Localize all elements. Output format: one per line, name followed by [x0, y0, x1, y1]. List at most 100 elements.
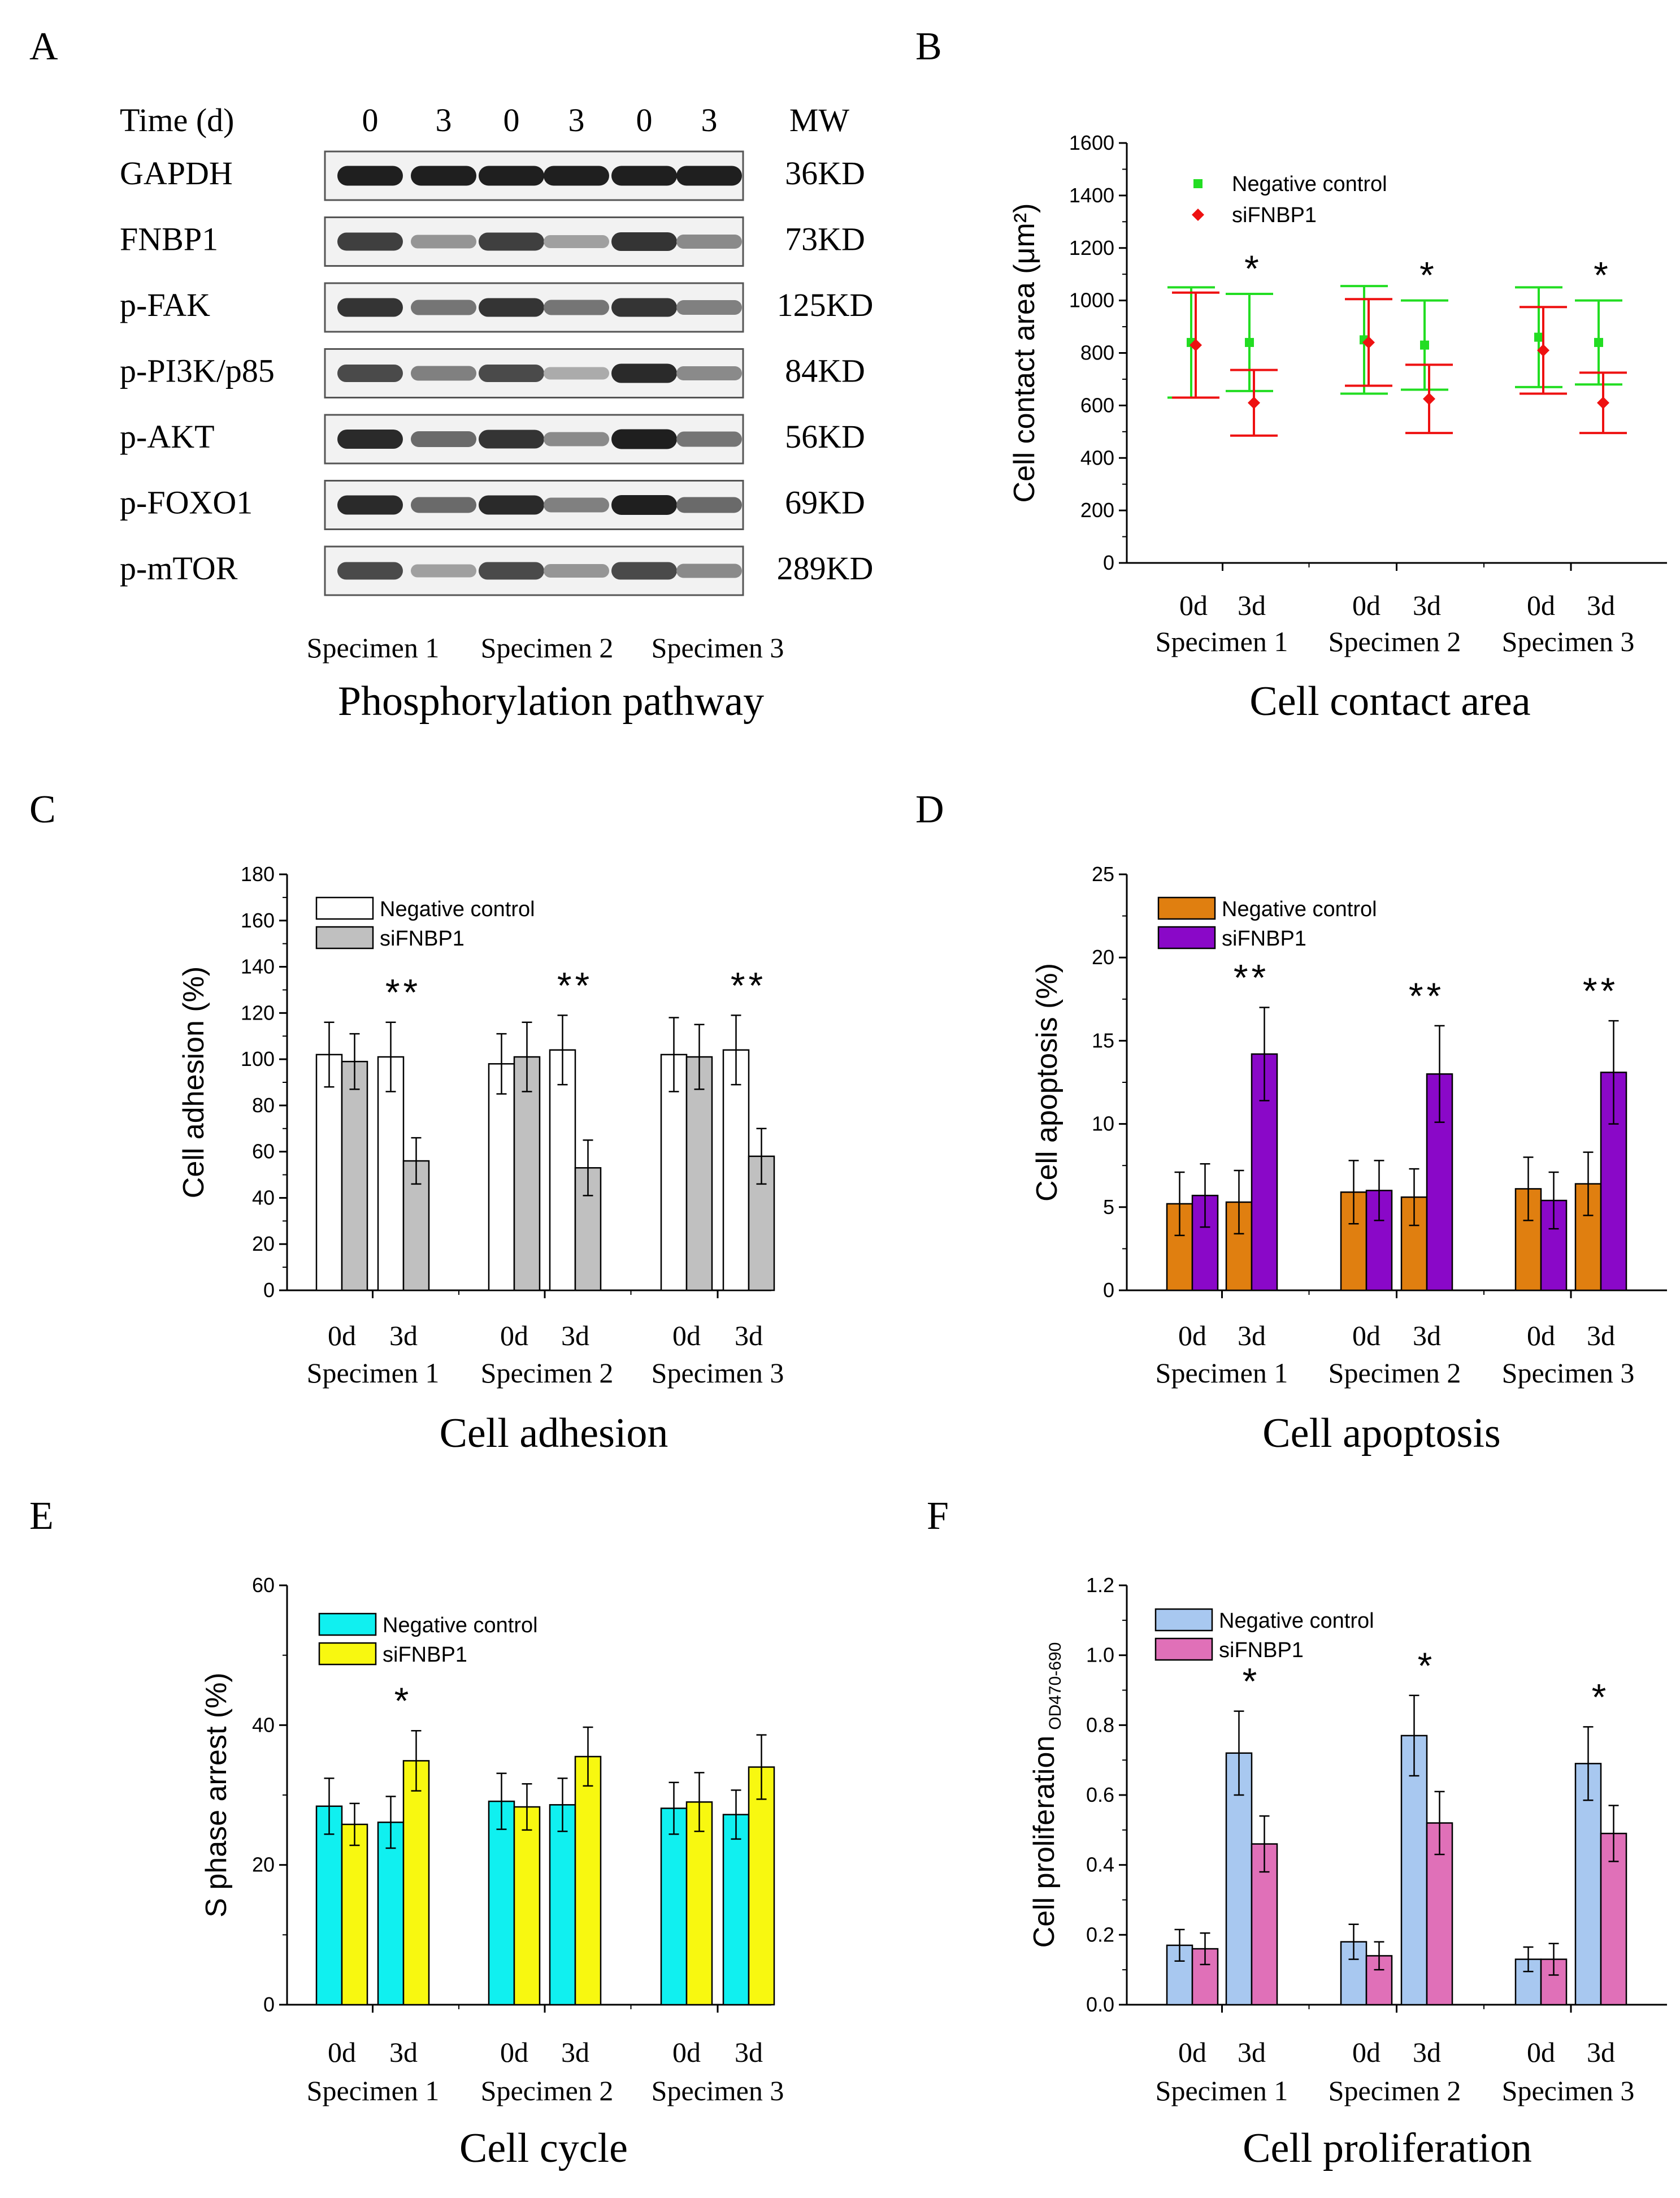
x-category-label: 3d [1238, 1320, 1266, 1351]
x-group-label: Specimen 1 [1156, 2075, 1288, 2106]
y-tick-label: 20 [252, 1232, 275, 1255]
y-tick-label: 20 [252, 1853, 275, 1876]
x-group-label: Specimen 3 [1502, 626, 1635, 657]
x-group-label: Specimen 3 [1502, 1357, 1635, 1389]
blot-band [479, 495, 544, 515]
y-tick-label: 0.2 [1086, 1923, 1114, 1946]
x-category-label: 3d [1587, 2036, 1615, 2068]
mw-value: 56KD [785, 418, 865, 455]
data-point [1248, 396, 1260, 409]
significance-marker: * [1594, 254, 1608, 296]
panel-letter-d: D [915, 788, 944, 831]
protein-label: FNBP1 [120, 221, 218, 258]
blot-band [479, 166, 544, 186]
x-group-label: Specimen 2 [481, 1357, 614, 1389]
bar [315, 1054, 343, 1291]
y-tick-label: 0 [1103, 551, 1114, 574]
blot-band [544, 235, 609, 248]
x-category-label: 3d [389, 2036, 418, 2068]
blot-band [411, 497, 476, 513]
x-category-label: 0d [1352, 589, 1381, 621]
legend-marker [1193, 179, 1203, 188]
data-point [1537, 344, 1549, 357]
mw-value: 36KD [785, 155, 865, 192]
y-axis-label: Cell contact area (μm²) [1008, 203, 1041, 503]
x-category-label: 3d [1587, 589, 1615, 621]
panel-caption: Cell cycle [459, 2125, 628, 2171]
bar [488, 1063, 515, 1291]
x-group-label: Specimen 2 [481, 2075, 614, 2106]
panel-letter-b: B [915, 25, 942, 68]
panel-caption: Cell proliferation [1243, 2125, 1532, 2171]
blot-band [479, 430, 544, 449]
data-point [1423, 392, 1435, 405]
panel-d-cell-apoptosis: D 0 5 10 15 20 25 Cell apoptosis (%) 0d 3d 0d 3d 0d 3… [915, 788, 1667, 1456]
blot-band [676, 166, 742, 186]
y-tick-label: 15 [1092, 1029, 1114, 1052]
x-category-label: 0d [1527, 589, 1555, 621]
blot-band [411, 235, 476, 249]
y-tick-label: 800 [1080, 341, 1114, 365]
y-tick-label: 40 [252, 1713, 275, 1736]
legend-swatch [1154, 1637, 1213, 1661]
x-category-label: 0d [1527, 2036, 1555, 2068]
legend-swatch [1157, 896, 1216, 920]
x-category-label: 3d [1587, 1320, 1615, 1351]
time-point-label: 0 [636, 102, 653, 138]
y-tick-label: 0.8 [1086, 1713, 1114, 1736]
blot-band [676, 563, 742, 578]
blot-band [676, 431, 742, 447]
panel-letter-f: F [927, 1494, 949, 1538]
y-tick-label: 1200 [1069, 236, 1114, 259]
bar [488, 1800, 515, 2006]
x-category-label: 0d [1179, 589, 1208, 621]
x-category-label: 3d [735, 1320, 763, 1351]
bar [722, 1814, 750, 2006]
significance-marker: * [1418, 1645, 1436, 1687]
specimen-label: Specimen 3 [652, 632, 784, 664]
y-tick-label: 200 [1080, 498, 1114, 522]
significance-marker: * [1419, 254, 1434, 296]
blot-band [337, 365, 403, 382]
panel-e-cell-cycle: E 0 20 40 60 S phase arrest (%) 0d 3d 0d 3d 0d 3d Sp… [29, 1494, 784, 2171]
blot-band [676, 300, 742, 315]
x-category-label: 0d [500, 1320, 528, 1351]
time-point-label: 0 [362, 102, 379, 138]
bar [341, 1823, 368, 2006]
y-tick-label: 180 [241, 862, 275, 886]
x-category-label: 3d [389, 1320, 418, 1351]
x-category-label: 0d [1352, 1320, 1381, 1351]
blot-band [544, 432, 609, 446]
x-group-label: Specimen 2 [1329, 2075, 1461, 2106]
significance-marker: ** [385, 972, 421, 1013]
legend-label: Negative control [380, 898, 535, 921]
legend-swatch [318, 1642, 377, 1666]
data-point [1190, 339, 1202, 352]
panel-caption: Cell adhesion [440, 1410, 668, 1456]
protein-label: GAPDH [120, 155, 233, 192]
x-group-label: Specimen 1 [1156, 626, 1288, 657]
panel-letter-a: A [29, 25, 58, 68]
blot-band [411, 431, 476, 447]
legend-label: siFNBP1 [383, 1643, 467, 1667]
y-tick-label: 40 [252, 1186, 275, 1209]
data-point [1420, 340, 1429, 350]
blot-band [544, 300, 609, 315]
x-group-label: Specimen 1 [307, 2075, 440, 2106]
mw-value: 69KD [785, 484, 865, 521]
time-point-label: 3 [701, 102, 718, 138]
time-point-label: 0 [503, 102, 520, 138]
bar [549, 1804, 576, 2006]
legend-label: siFNBP1 [1232, 203, 1317, 227]
blot-band [611, 166, 677, 186]
blot-band [411, 300, 476, 315]
blot-band [479, 232, 544, 251]
legend-label: Negative control [1222, 898, 1377, 921]
bar [377, 1821, 405, 2006]
significance-marker: * [394, 1680, 413, 1722]
panel-letter-c: C [29, 788, 56, 831]
x-category-label: 0d [672, 1320, 701, 1351]
blot-band [337, 562, 403, 580]
data-point [1594, 337, 1603, 347]
blot-band [337, 166, 403, 186]
